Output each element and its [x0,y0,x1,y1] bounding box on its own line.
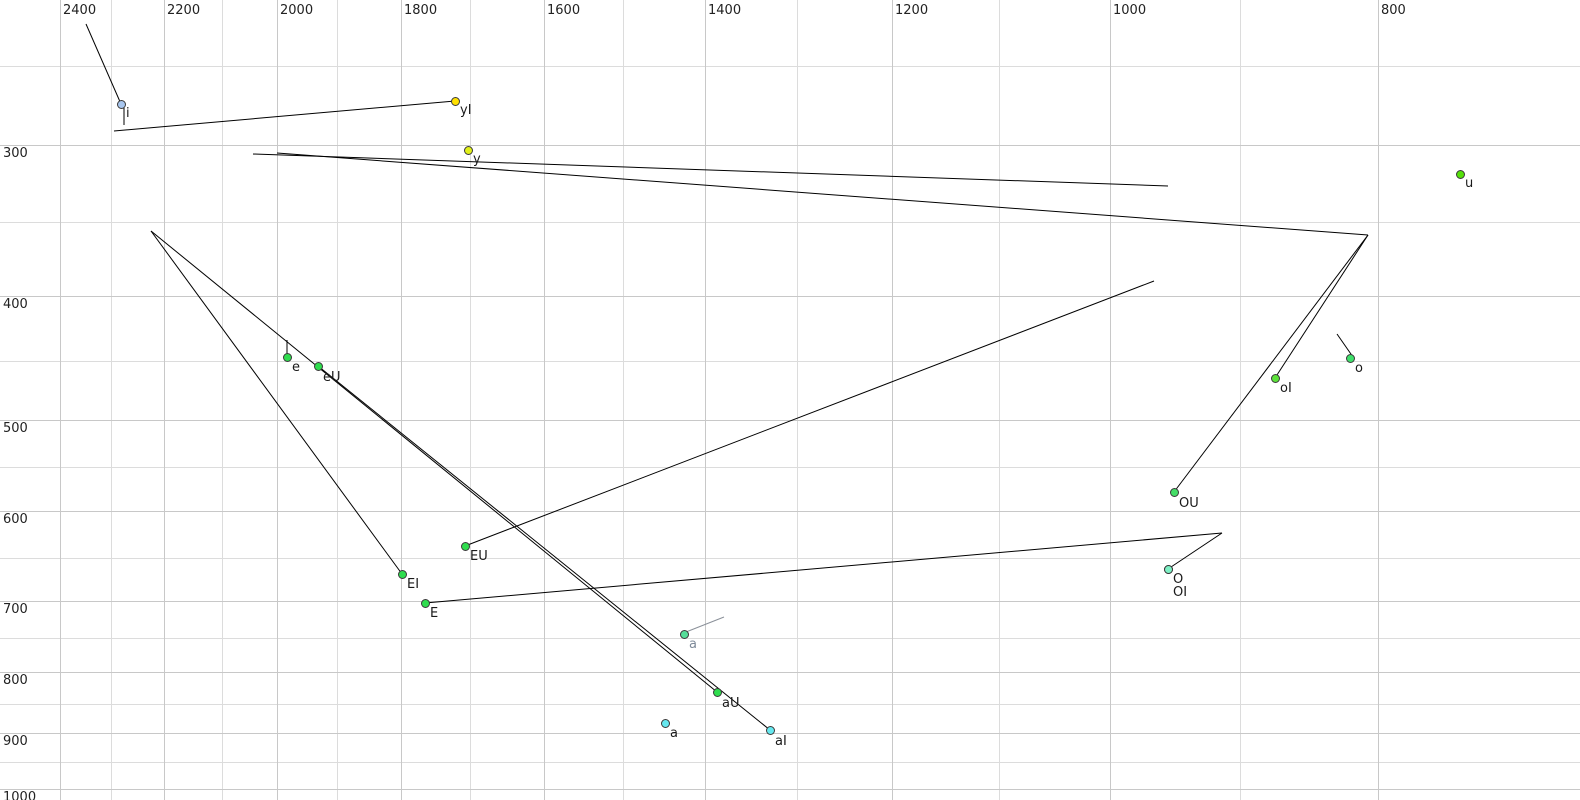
trajectory-line [317,365,771,731]
vowel-point-label-o: o [1355,361,1363,376]
vowel-point-label-a: a [689,637,697,652]
vowel-point-label-EU: EU [470,549,488,564]
vowel-point-label-O: O [1173,572,1184,587]
trajectory-line [150,230,718,693]
vowel-point-label-aU: aU [722,696,740,711]
vowel-point-i[interactable] [117,100,126,109]
vowel-point-u[interactable] [1456,170,1465,179]
vowel-point-label-u: u [1465,176,1474,191]
vowel-point-label-y: y [473,152,481,167]
vowel-point-E[interactable] [421,599,430,608]
y-axis-tick-label: 1000 [3,790,37,800]
vowel-point-aU[interactable] [713,688,722,697]
vowel-point-label-i: i [126,106,130,121]
vowel-point-OU[interactable] [1170,488,1179,497]
trajectory-line [685,616,725,633]
vowel-point-label-OI: OI [1173,585,1188,600]
x-axis-tick-label: 1200 [895,3,929,18]
trajectory-line [252,153,1169,187]
x-axis-tick-label: 2400 [63,3,97,18]
y-axis-tick-label: 700 [3,602,28,617]
vowel-point-e[interactable] [283,353,292,362]
y-axis-tick-label: 900 [3,734,28,749]
vowel-point-y[interactable] [464,146,473,155]
vowel-point-label-aI: aI [775,734,787,749]
x-axis-tick-label: 1400 [708,3,742,18]
vowel-point-label-a: a [670,726,678,741]
vowel-point-label-EI: EI [407,577,420,592]
trajectory-line [150,230,403,575]
trajectory-line [424,532,1223,604]
x-axis-tick-label: 1600 [547,3,581,18]
x-axis-tick-label: 1000 [1113,3,1147,18]
trajectory-line [276,152,1369,236]
trajectory-line [464,280,1155,547]
trajectory-lines [85,23,1369,731]
vowel-point-label-oI: oI [1280,381,1292,396]
x-axis-tick-label: 2000 [280,3,314,18]
y-axis-tick-label: 300 [3,146,28,161]
trajectory-line [113,100,456,132]
vowel-point-aI[interactable] [766,726,775,735]
vowel-point-label-e: e [292,360,300,375]
x-axis-tick-label: 1800 [404,3,438,18]
vowel-point-label-E: E [430,606,439,621]
vowel-point-EI[interactable] [398,570,407,579]
vowel-point-OI[interactable] [1164,565,1173,574]
vowel-point-label-eU: eU [323,370,341,385]
trajectory-line [1336,333,1354,358]
y-axis-tick-label: 400 [3,297,28,312]
y-axis-tick-label: 500 [3,421,28,436]
vowel-point-EU[interactable] [461,542,470,551]
y-axis-tick-label: 600 [3,512,28,527]
vowel-point-o[interactable] [1346,354,1355,363]
vowel-point-label-yI: yI [460,103,472,118]
vowel-point-label-OU: OU [1179,496,1199,511]
vowel-point-oI[interactable] [1271,374,1280,383]
y-axis-tick-label: 800 [3,673,28,688]
vowel-point-a[interactable] [661,719,670,728]
x-axis-tick-label: 2200 [167,3,201,18]
trajectory-line [1173,234,1369,493]
vowel-point-a[interactable] [680,630,689,639]
x-axis-tick-label: 800 [1381,3,1406,18]
vowel-point-eU[interactable] [314,362,323,371]
trajectory-line [85,23,122,105]
trajectory-line [1274,234,1369,379]
vowel-point-yI[interactable] [451,97,460,106]
trajectory-line [1167,532,1223,570]
